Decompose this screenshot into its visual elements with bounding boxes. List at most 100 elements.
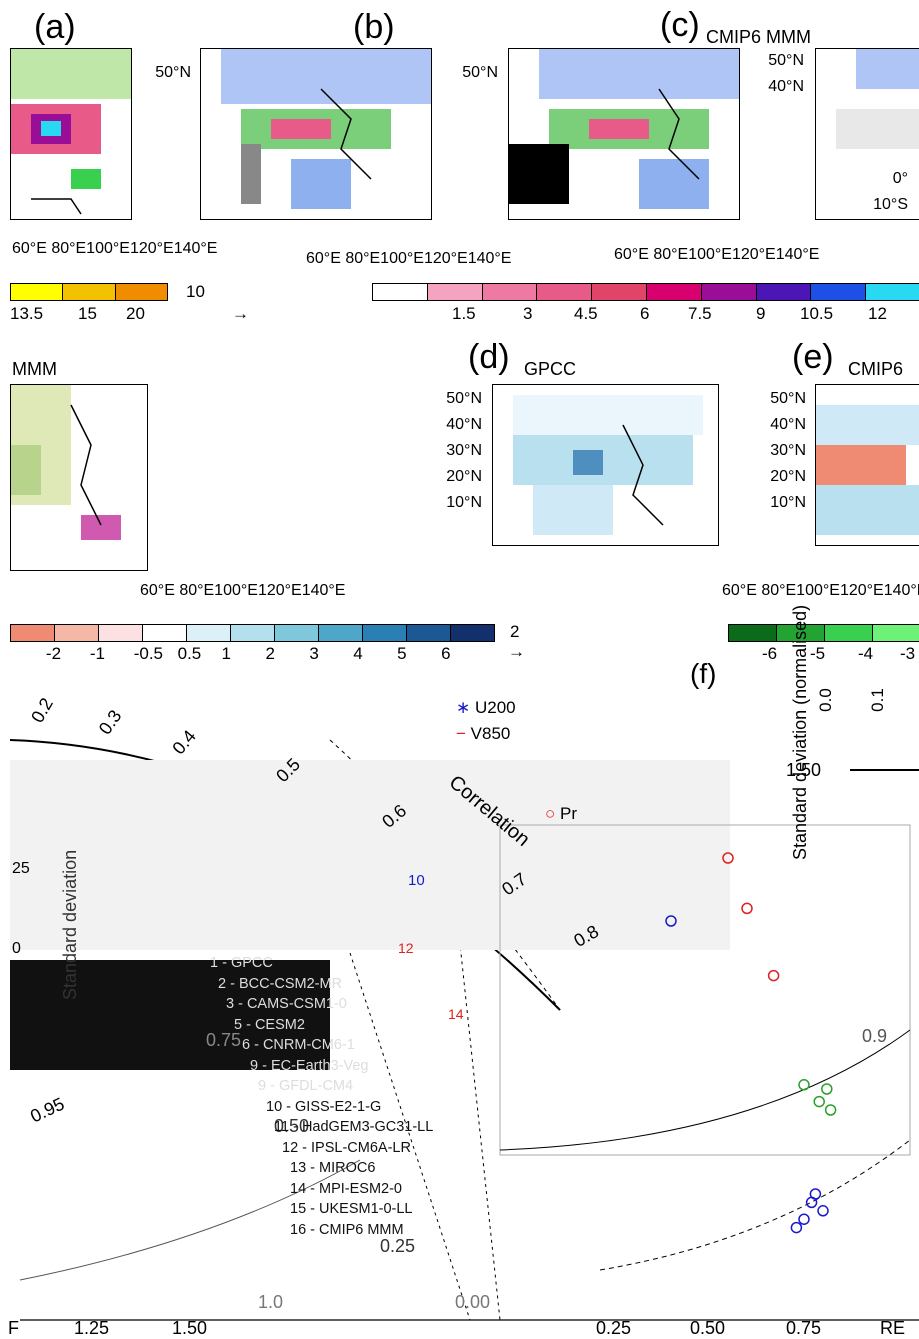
lat-tick: 30°N <box>770 442 806 459</box>
map-panel-e <box>815 384 919 546</box>
map-b-shading <box>221 49 431 209</box>
taylor-point-v850 <box>824 1104 837 1116</box>
cb3-ticks: -2 -1 -0.5 0.5 1 2 3 4 5 6 <box>0 644 493 666</box>
model-legend-entry: 12 - IPSL-CM6A-LR <box>282 1139 411 1156</box>
y-tick: 0 <box>12 940 21 957</box>
cb4-tick: -4 <box>858 644 874 663</box>
panel-label-a: (a) <box>34 8 76 46</box>
lon-ticks-row2: 60°E 80°E100°E120°E140°E <box>140 582 346 599</box>
map-e-shading <box>816 405 919 535</box>
cb1-tick: 13.5 <box>10 304 44 323</box>
colorbar-swatch <box>873 625 919 641</box>
vector-ref-label-1: 10 <box>186 282 205 301</box>
model-legend-entry: 14 - MPI-ESM2-0 <box>290 1180 402 1197</box>
model-legend-entry: 2 - BCC-CSM2-MR <box>218 975 343 992</box>
taylor-points <box>665 852 837 1234</box>
colorbar-swatch <box>825 625 873 641</box>
colorbar-swatch <box>701 284 757 300</box>
sd-tick: 0.25 <box>380 1236 416 1256</box>
panel-title-e: CMIP6 <box>848 359 904 379</box>
colorbar-swatch <box>756 284 812 300</box>
rms-arc <box>599 1139 911 1271</box>
model-legend-entry: 15 - UKESM1-0-LL <box>290 1201 413 1217</box>
colorbar-swatch <box>363 625 407 641</box>
colorbar-swatch <box>11 284 64 300</box>
colorbar-swatch <box>537 284 593 300</box>
model-legend-entry: 3 - CAMS-CSM1-0 <box>226 996 347 1012</box>
map-panel-d <box>492 384 719 546</box>
colorbar-4 <box>728 624 919 642</box>
lat-tick: 10°N <box>446 494 482 511</box>
point-label: 14 <box>448 1006 464 1022</box>
panel-title-c: CMIP6 MMM <box>706 27 811 47</box>
model-legend-entry: 13 - MIROC6 <box>290 1160 376 1176</box>
taylor-point-v850 <box>821 1083 833 1095</box>
model-legend-entry: 5 - CESM2 <box>234 1016 305 1033</box>
panel-label-d: (d) <box>468 338 510 376</box>
panel-label-e: (e) <box>792 338 834 376</box>
taylor-point-u200 <box>817 1205 829 1217</box>
bottom-tick: 1.25 <box>74 1318 110 1338</box>
bottom-tick: 1.50 <box>172 1318 208 1338</box>
colorbar-swatch <box>231 625 275 641</box>
model-legend-entry: 9 - EC-Earth3-Veg <box>250 1057 369 1074</box>
cb3-tick: 1 <box>221 644 231 663</box>
legend-var-label: Pr <box>560 804 577 823</box>
taylor-point-v850 <box>813 1095 825 1108</box>
lat-tick: 50°N <box>770 390 806 407</box>
legend-var-label: U200 <box>474 698 516 717</box>
point-label: 12 <box>398 940 414 956</box>
colorbar-swatch <box>11 625 55 641</box>
colorbar-swatch <box>646 284 702 300</box>
colorbar-swatch <box>427 284 483 300</box>
lat-tick: 40°N <box>768 78 804 95</box>
sd-axis-label-left: Standard deviation <box>60 849 80 1000</box>
rms-arc <box>499 1029 911 1151</box>
legend-box <box>10 960 330 1070</box>
map-panel-c-partial <box>815 48 919 220</box>
lat-tick: 50°N <box>462 64 498 81</box>
colorbar-swatch <box>373 284 428 300</box>
cb3-tick: 5 <box>397 644 407 663</box>
right-edge-label: RE <box>880 1318 906 1338</box>
lat-tick: 50°N <box>155 64 191 81</box>
cb1-tick: 20 <box>126 304 145 323</box>
colorbar-swatch <box>811 284 867 300</box>
lat-tick: 10°N <box>770 494 806 511</box>
map-panel-b <box>200 48 432 220</box>
map-panel-a <box>10 48 132 220</box>
lat-tick: 20°N <box>770 468 806 485</box>
corr-tick: 0.9 <box>862 1026 888 1046</box>
mid-axis-label: 1.0 <box>258 1292 284 1312</box>
cb1-tick: 15 <box>78 304 97 323</box>
cb2-tick: 6 <box>640 304 650 323</box>
panel-label-f: (f) <box>690 658 717 689</box>
lat-tick: 40°N <box>446 416 482 433</box>
cb2-tick: 1.5 <box>452 304 476 323</box>
colorbar-swatch <box>55 625 99 641</box>
colorbar-swatch <box>275 625 319 641</box>
model-legend-entry: 11 - HadGEM3-GC31-LL <box>274 1119 434 1135</box>
cb3-tick: 2 <box>265 644 275 663</box>
colorbar-swatch <box>143 625 187 641</box>
taylor-point-pr <box>741 902 753 915</box>
taylor-point-u200 <box>798 1213 810 1225</box>
lat-tick: 30°N <box>446 442 482 459</box>
cb3-tick: -0.5 <box>133 644 164 663</box>
cb4-tick: -3 <box>900 644 916 663</box>
right-panel-frame <box>499 824 911 1156</box>
map-panel-mmm <box>10 384 148 571</box>
map-mmm-shading <box>11 385 121 540</box>
lon-ticks-c: 60°E 80°E100°E120°E140°E <box>614 246 820 263</box>
colorbar-1 <box>10 283 168 301</box>
cb2-tick: 7.5 <box>688 304 712 323</box>
colorbar-swatch <box>866 284 919 300</box>
map-panel-c <box>508 48 740 220</box>
cb4-tick: -6 <box>762 644 778 663</box>
taylor-point-u200 <box>790 1221 803 1234</box>
cb4-tick: -5 <box>810 644 826 663</box>
sd-tick-right: 1.50 <box>786 760 822 780</box>
map-d-shading <box>513 395 703 535</box>
lat-tick: 50°N <box>446 390 482 407</box>
colorbar-swatch <box>592 284 647 300</box>
